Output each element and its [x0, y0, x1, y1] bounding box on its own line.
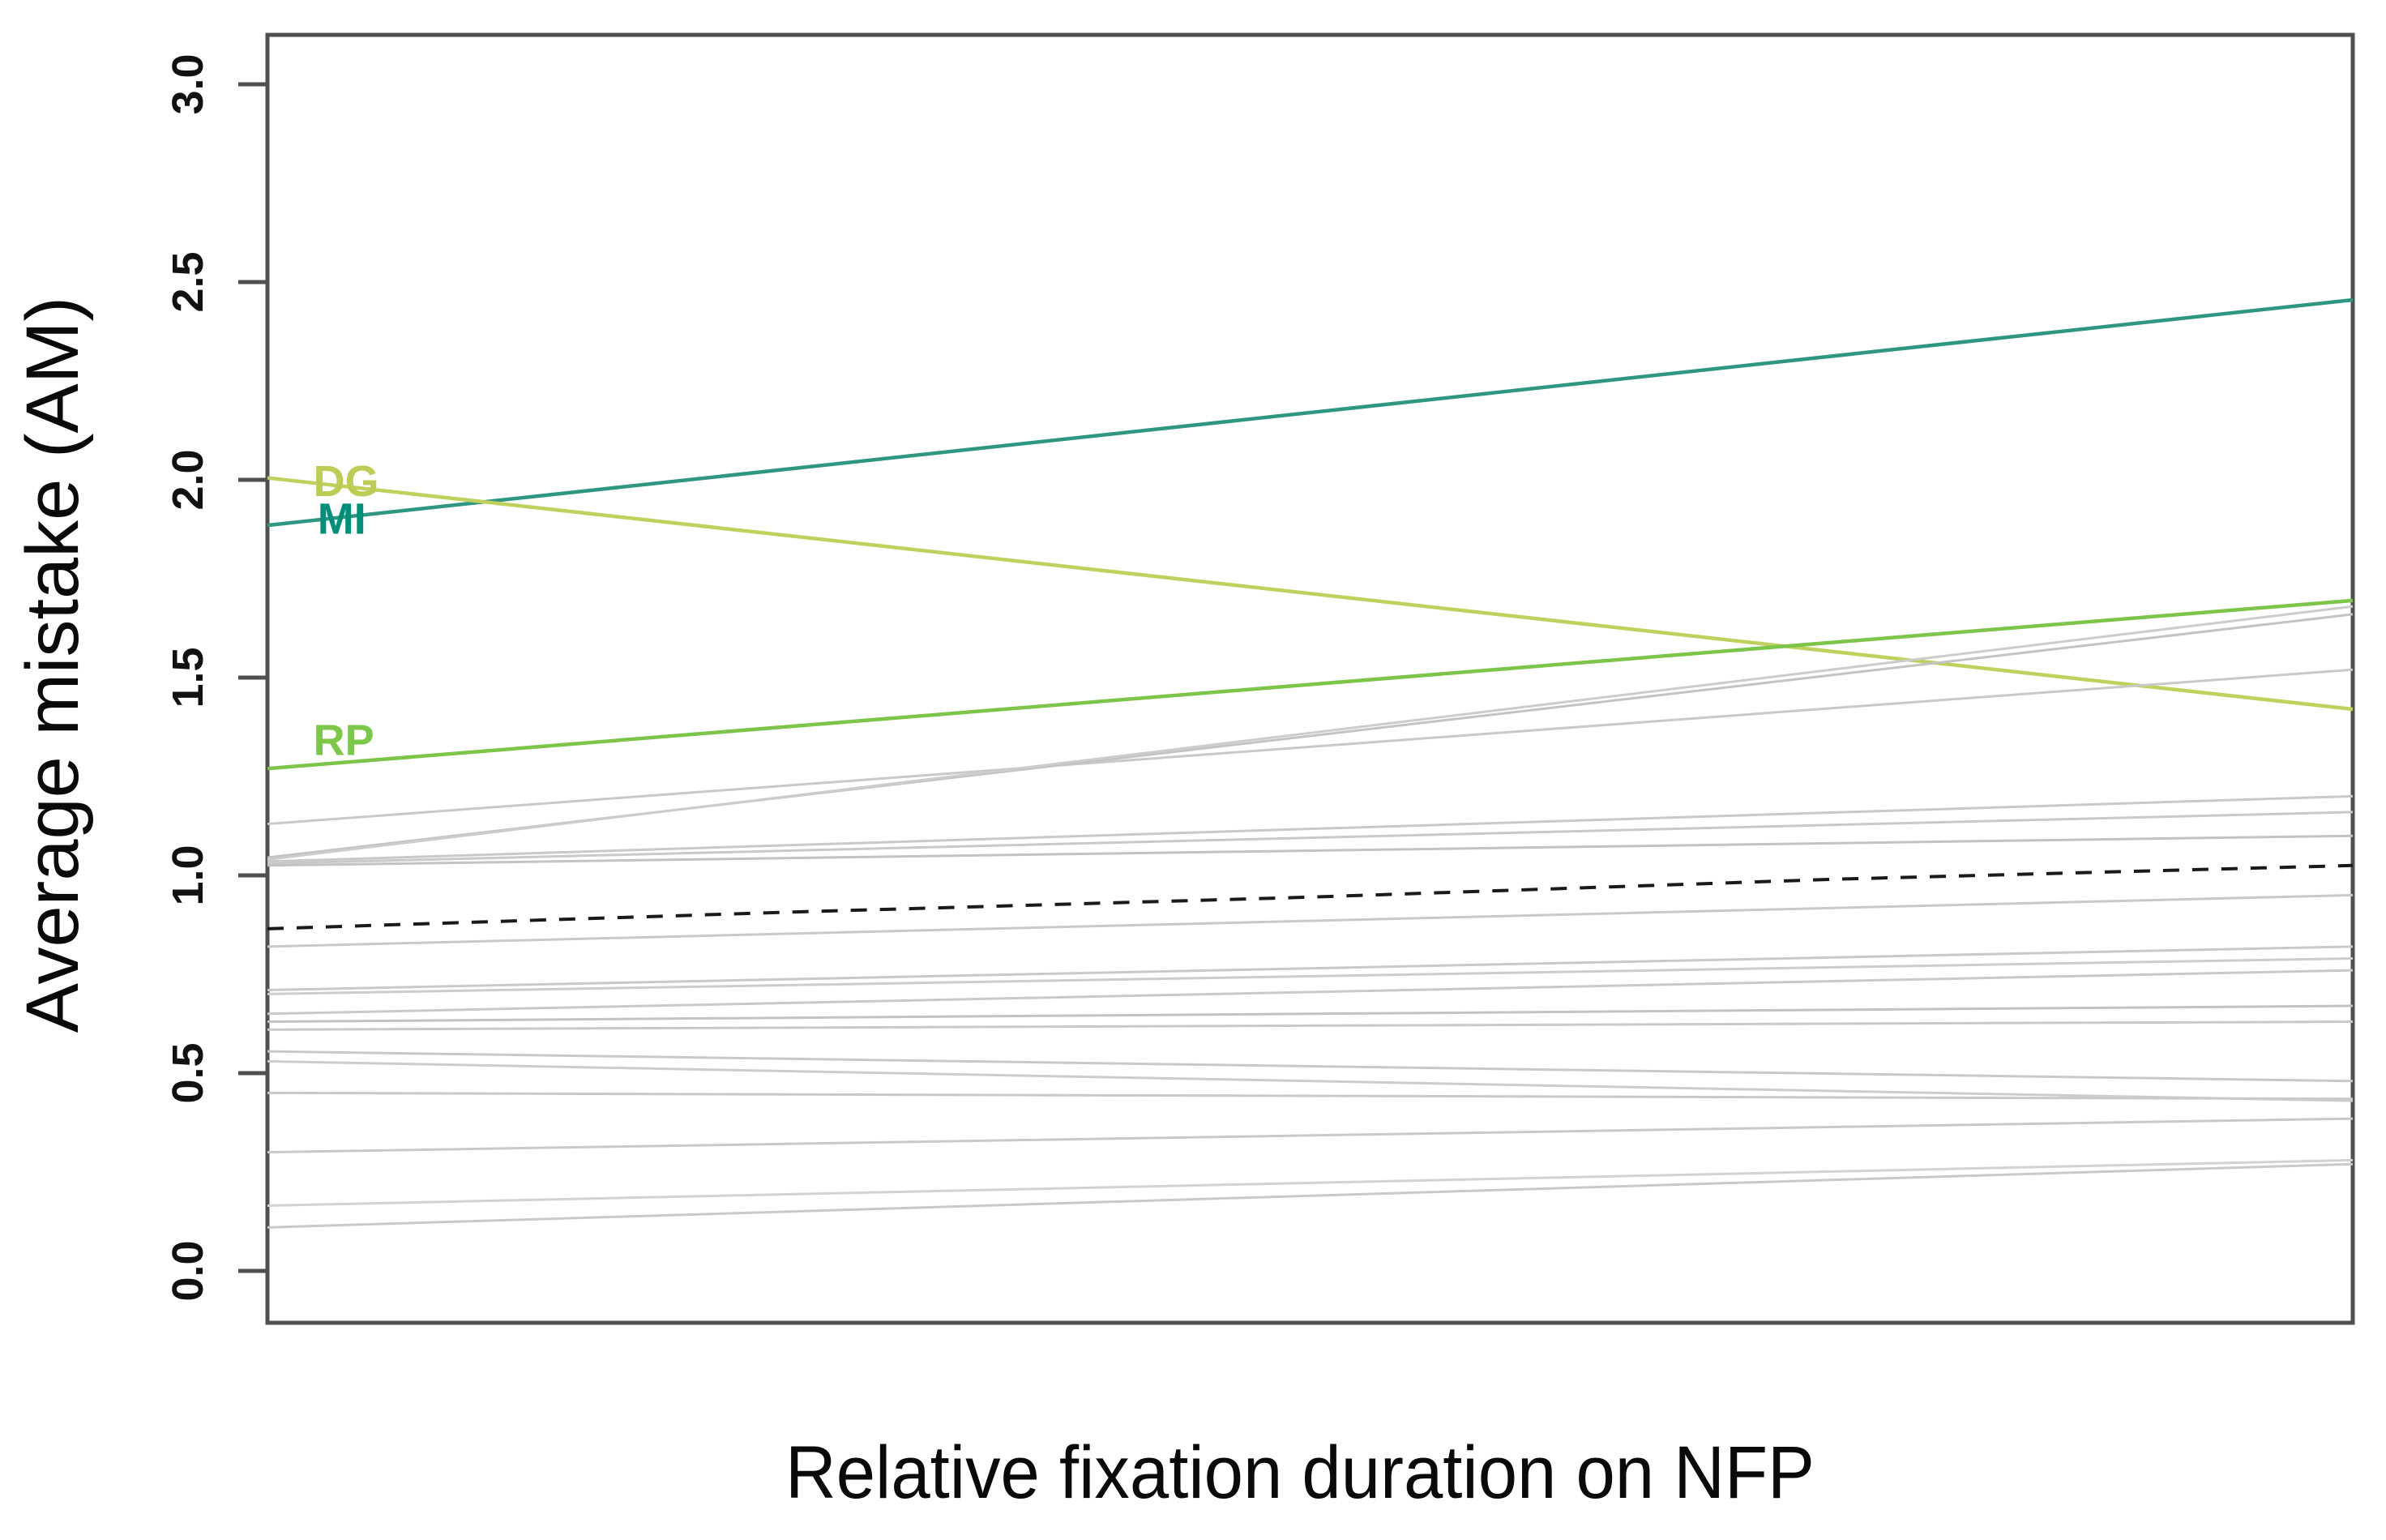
x-axis-title: Relative fixation duration on NFP	[785, 1431, 1815, 1514]
series-line-participant-13	[267, 1050, 2354, 1083]
series-line-participant-8	[267, 945, 2354, 992]
series-line-participant-10	[267, 969, 2354, 1016]
series-line-participant-14	[267, 1059, 2354, 1102]
series-line-dg	[267, 476, 2354, 712]
y-tick-label: 2.0	[164, 449, 212, 510]
series-label-dg: DG	[314, 457, 379, 506]
series-line-participant-6	[267, 834, 2354, 867]
y-tick-label: 3.0	[164, 53, 212, 114]
y-tick-label: 0.0	[164, 1240, 212, 1301]
series-label-mi: MI	[318, 494, 366, 543]
series-line-participant-12	[267, 1020, 2354, 1031]
series-line-participant-5	[267, 811, 2354, 865]
series-line-participant-17	[267, 1158, 2354, 1207]
series-line-participant-18	[267, 1162, 2354, 1229]
series-line-participant-7	[267, 893, 2354, 948]
series-line-participant-9	[267, 956, 2354, 995]
series-line-participant-16	[267, 1117, 2354, 1154]
y-tick-label: 0.5	[164, 1042, 212, 1103]
series-line-participant-4	[267, 794, 2354, 863]
series-line-mi	[267, 297, 2354, 528]
series-line-participant-1	[267, 668, 2354, 826]
plot-border	[265, 32, 2355, 1325]
series-line-participant-3	[267, 605, 2354, 861]
y-tick-label: 1.5	[164, 647, 212, 708]
series-line-participant-15	[267, 1091, 2354, 1101]
series-line-overall-mean-dashed	[267, 863, 2354, 930]
chart-series	[267, 297, 2354, 1229]
y-tick-label: 2.5	[164, 251, 212, 312]
series-line-rp	[267, 598, 2354, 771]
y-axis-title: Average mistake (AM)	[11, 297, 94, 1033]
y-axis-ticks: 0.0 0.5 1.0 1.5 2.0 2.5 3.0	[164, 53, 267, 1302]
series-label-rp: RP	[314, 716, 374, 764]
series-line-participant-11	[267, 1004, 2354, 1024]
y-tick-label: 1.0	[164, 845, 212, 905]
